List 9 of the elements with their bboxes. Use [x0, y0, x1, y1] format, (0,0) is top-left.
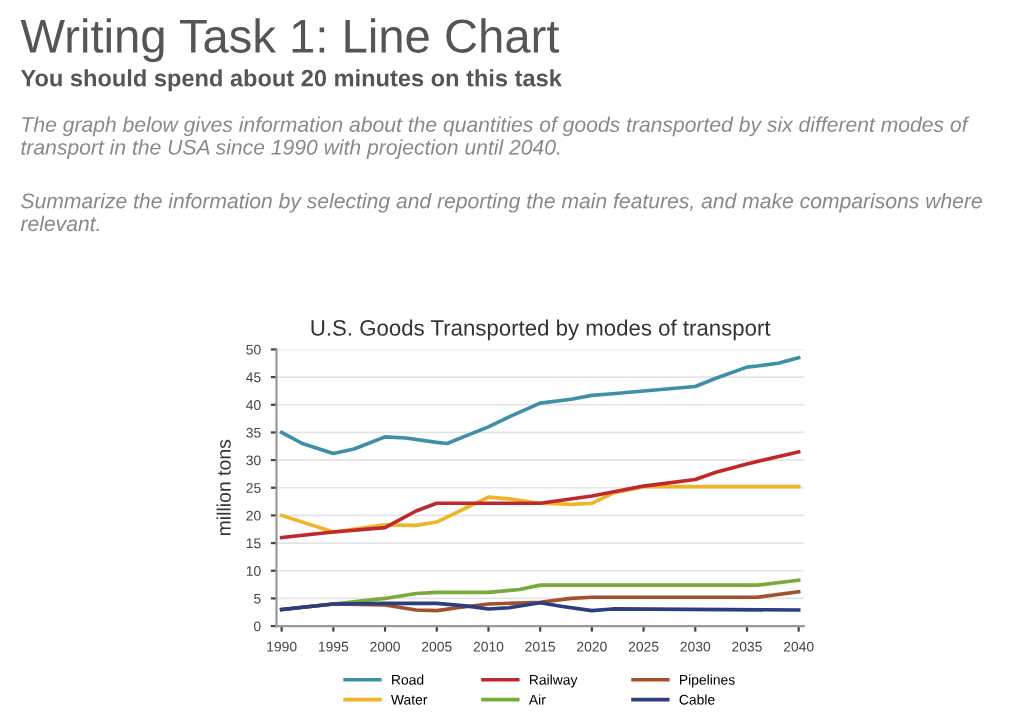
chart-title: U.S. Goods Transported by modes of transport	[311, 319, 771, 341]
line-series	[279, 449, 801, 540]
text: Summarize the information by selecting and reporting the main features, and make comparisons where relevant.	[20, 192, 982, 232]
text: The graph below gives information about the quantities of goods transported by six different modes of transport in the USA since 1990 with projection until 2040.	[21, 116, 970, 159]
y-axis-title: million tons	[216, 439, 231, 536]
text: You should spend about 20 minutes on this task	[20, 69, 562, 92]
line-series	[279, 484, 801, 534]
line-series	[279, 355, 801, 456]
text: Writing Task 1: Line Chart	[20, 18, 560, 63]
